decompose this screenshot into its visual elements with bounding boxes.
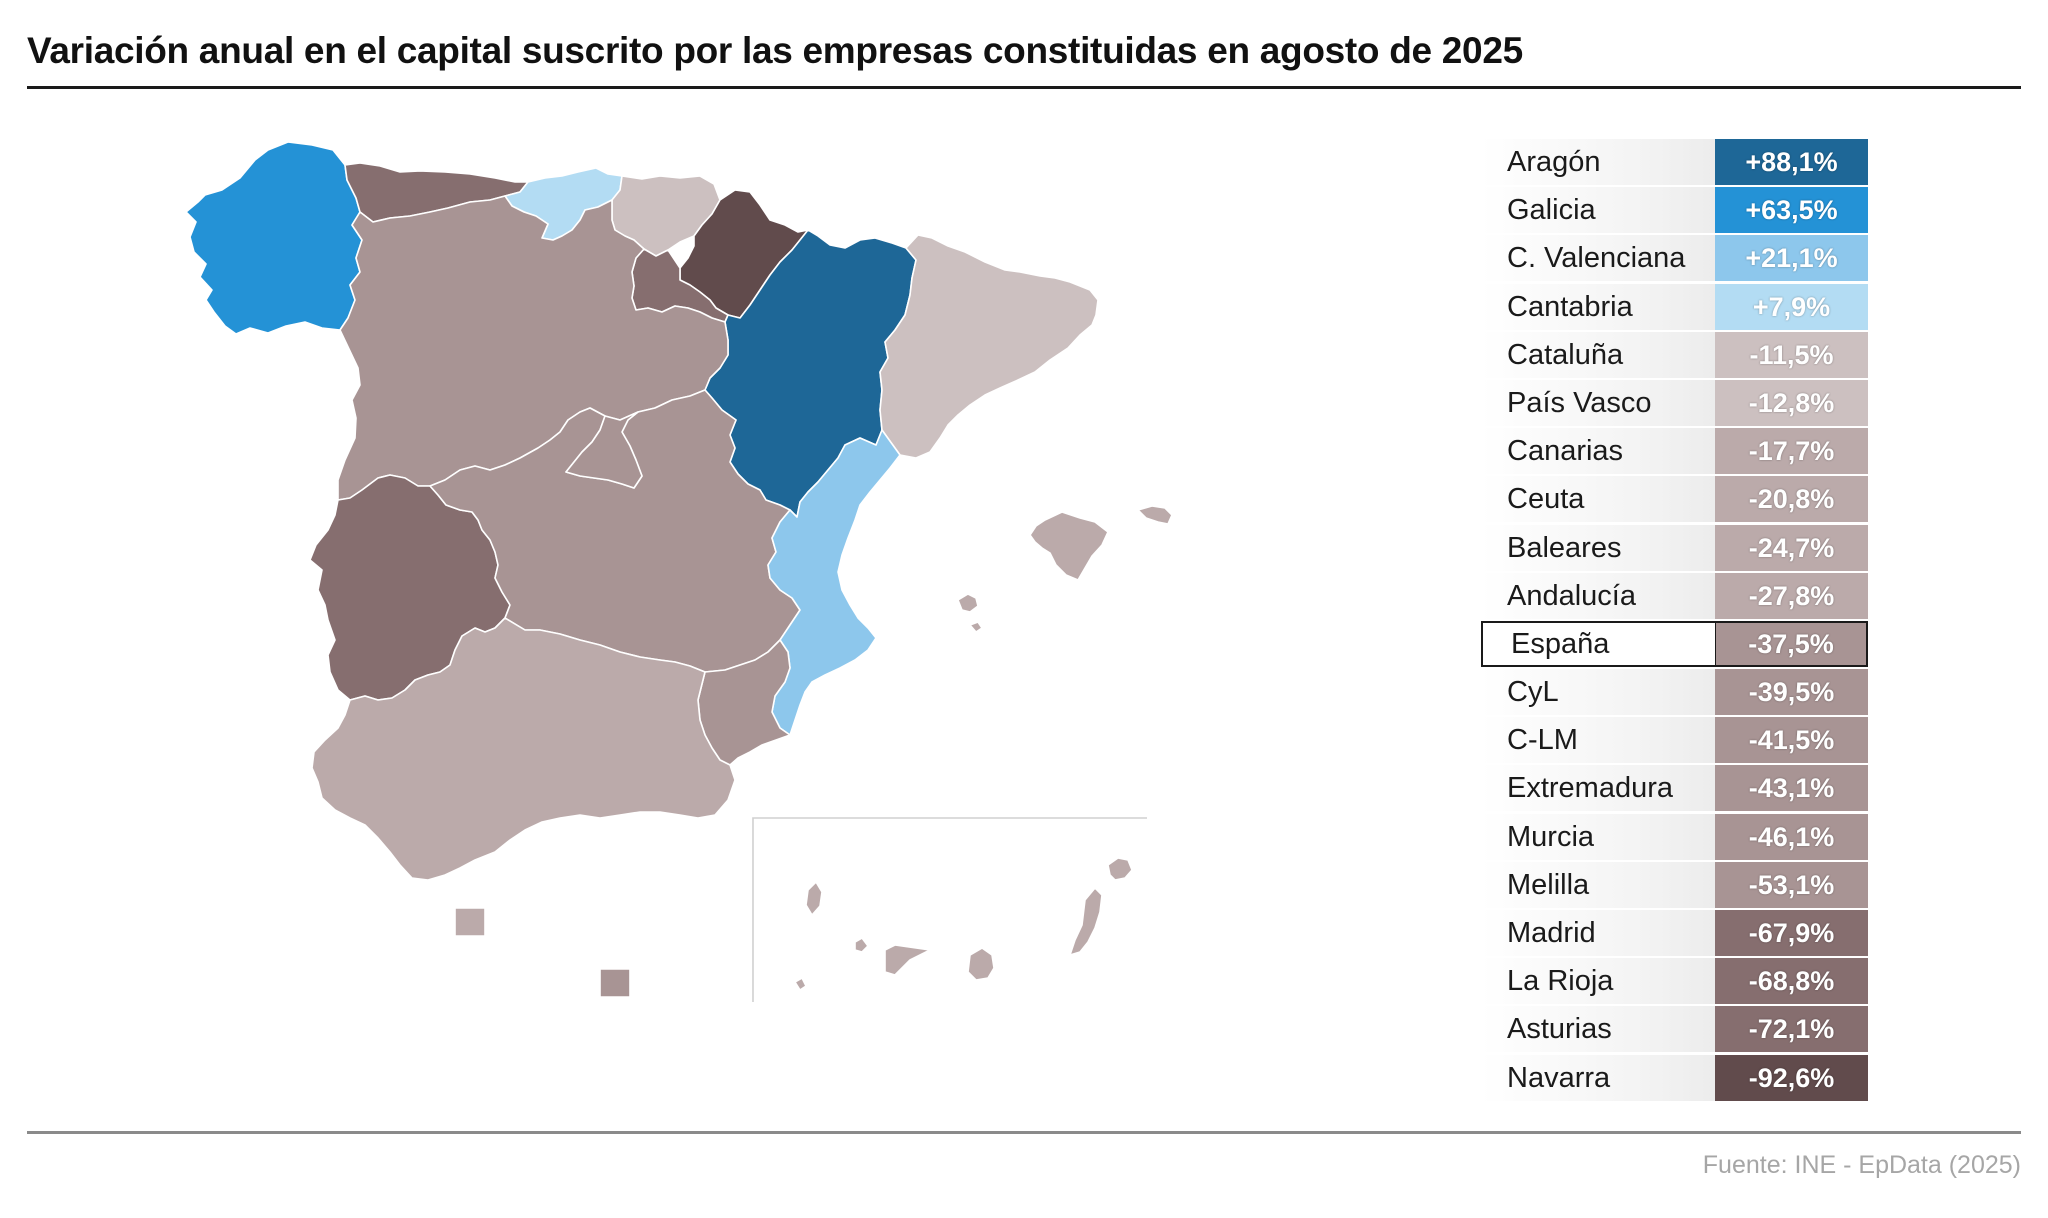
legend-value-badge: -37,5% [1715,620,1868,667]
region-galicia[interactable]: Galicia: +63,5% [185,141,363,335]
legend-value-badge: -68,8% [1715,958,1868,1005]
legend-row: Baleares -24,7% [1481,524,1871,571]
legend-region-name: C-LM [1481,717,1717,764]
ranking-legend: Aragón +88,1% Galicia +63,5% C. Valenciana +2… [1481,139,1871,1103]
legend-value-badge: -43,1% [1715,765,1868,812]
legend-row: C-LM -41,5% [1481,717,1871,764]
canarias-inset-frame [752,817,1147,1002]
chart-title: Variación anual en el capital suscrito p… [27,30,1523,71]
legend-value-badge: +7,9% [1715,283,1868,330]
legend-row: Extremadura -43,1% [1481,765,1871,812]
legend-value-badge: -24,7% [1715,524,1868,571]
legend-row: País Vasco -12,8% [1481,379,1871,426]
footer-divider [27,1131,2021,1134]
legend-region-name: Madrid [1481,910,1717,956]
legend-row: CyL -39,5% [1481,669,1871,716]
legend-row: Cantabria +7,9% [1481,283,1871,330]
legend-region-name: Andalucía [1481,572,1717,619]
legend-value-badge: -39,5% [1715,669,1868,716]
legend-value-badge: -20,8% [1715,476,1868,523]
region-madrid[interactable]: Extremadura: -43,1% [565,411,643,489]
legend-region-name: Cataluña [1481,331,1717,378]
legend-row: Ceuta -20,8% [1481,476,1871,523]
region-baleares[interactable]: Baleares: -24,7% [957,505,1173,633]
legend-region-name: España [1481,620,1717,667]
legend-row: Murcia -46,1% [1481,813,1871,860]
legend-value-badge: -27,8% [1715,572,1868,619]
legend-region-name: Ceuta [1481,476,1717,523]
legend-value-badge: +21,1% [1715,235,1868,282]
legend-value-badge: -12,8% [1715,379,1868,426]
legend-value-badge: +88,1% [1715,139,1868,185]
region-canarias[interactable]: Canarias: -17,7% [794,857,1133,991]
region-andalucia[interactable]: Andalucía: -27,8% [311,617,736,881]
legend-value-badge: -67,9% [1715,910,1868,956]
legend-row: Galicia +63,5% [1481,187,1871,234]
legend-value-badge: -46,1% [1715,813,1868,860]
legend-region-name: Murcia [1481,813,1717,860]
legend-row: Cataluña -11,5% [1481,331,1871,378]
legend-region-name: Galicia [1481,187,1717,234]
legend-row: Aragón +88,1% [1481,139,1871,185]
legend-row: Andalucía -27,8% [1481,572,1871,619]
region-cataluna[interactable]: Cataluña: -11,5% [879,234,1099,459]
legend-row: Madrid -67,9% [1481,910,1871,956]
legend-value-badge: -11,5% [1715,331,1868,378]
spain-choropleth-map: Galicia: +63,5% Asturias: -72,1% Cantabr… [0,100,1440,1020]
legend-region-name: Asturias [1481,1006,1717,1053]
legend-row: Navarra -92,6% [1481,1054,1871,1101]
legend-region-name: Canarias [1481,428,1717,475]
legend-value-badge: -17,7% [1715,428,1868,475]
source-note: Fuente: INE - EpData (2025) [1702,1151,2021,1179]
legend-value-badge: -53,1% [1715,861,1868,908]
map-svg: Galicia: +63,5% Asturias: -72,1% Cantabr… [185,141,1173,1002]
legend-value-badge: -72,1% [1715,1006,1868,1053]
legend-region-name: Extremadura [1481,765,1717,812]
legend-value-badge: -92,6% [1715,1054,1868,1101]
legend-region-name: Cantabria [1481,283,1717,330]
legend-region-name: Aragón [1481,139,1717,185]
legend-row: C. Valenciana +21,1% [1481,235,1871,282]
legend-row: La Rioja -68,8% [1481,958,1871,1005]
legend-region-name: Melilla [1481,861,1717,908]
legend-region-name: Baleares [1481,524,1717,571]
legend-region-name: C. Valenciana [1481,235,1717,282]
legend-region-name: País Vasco [1481,379,1717,426]
region-ceuta[interactable]: Ceuta: -20,8% [454,907,486,937]
title-divider [27,86,2021,89]
legend-row: Canarias -17,7% [1481,428,1871,475]
legend-region-name: La Rioja [1481,958,1717,1005]
region-melilla[interactable]: Melilla: -53,1% [599,968,631,998]
legend-row: España -37,5% [1481,620,1871,667]
legend-row: Asturias -72,1% [1481,1006,1871,1053]
legend-row: Melilla -53,1% [1481,861,1871,908]
legend-value-badge: +63,5% [1715,187,1868,234]
legend-region-name: Navarra [1481,1054,1717,1101]
legend-region-name: CyL [1481,669,1717,716]
legend-value-badge: -41,5% [1715,717,1868,764]
